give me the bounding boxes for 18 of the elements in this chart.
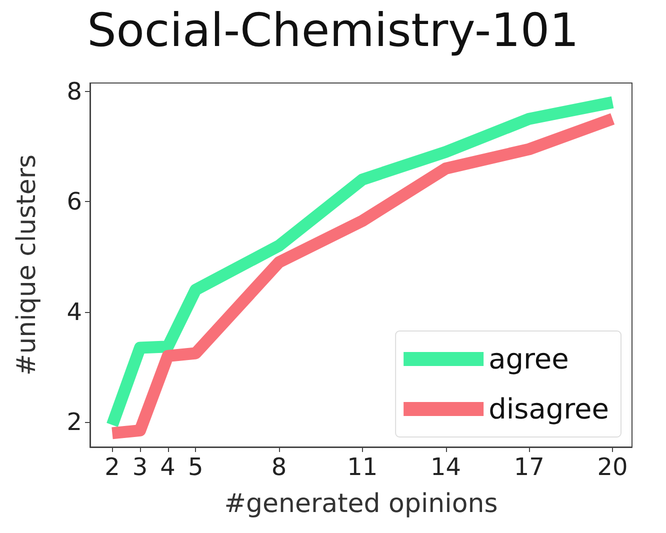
y-tick-label: 8: [66, 77, 82, 106]
x-tick-label: 20: [597, 453, 628, 481]
legend-label: disagree: [488, 392, 609, 426]
x-axis-title: #generated opinions: [224, 489, 498, 519]
x-tick-label: 17: [514, 453, 544, 481]
y-tick-label: 4: [66, 298, 82, 326]
x-tick-label: 4: [160, 453, 176, 481]
x-tick-label: 5: [188, 453, 204, 481]
x-tick-label: 14: [430, 453, 462, 481]
x-tick-label: 3: [132, 453, 148, 481]
y-tick-label: 2: [66, 408, 82, 436]
y-axis-title: #unique clusters: [12, 154, 42, 376]
legend-label: agree: [488, 342, 569, 376]
y-tick-label: 6: [66, 188, 82, 216]
x-tick-label: 8: [271, 453, 287, 481]
chart-title: Social-Chemistry-101: [87, 3, 579, 57]
x-tick-label: 2: [104, 453, 120, 481]
x-tick-label: 11: [347, 453, 378, 481]
